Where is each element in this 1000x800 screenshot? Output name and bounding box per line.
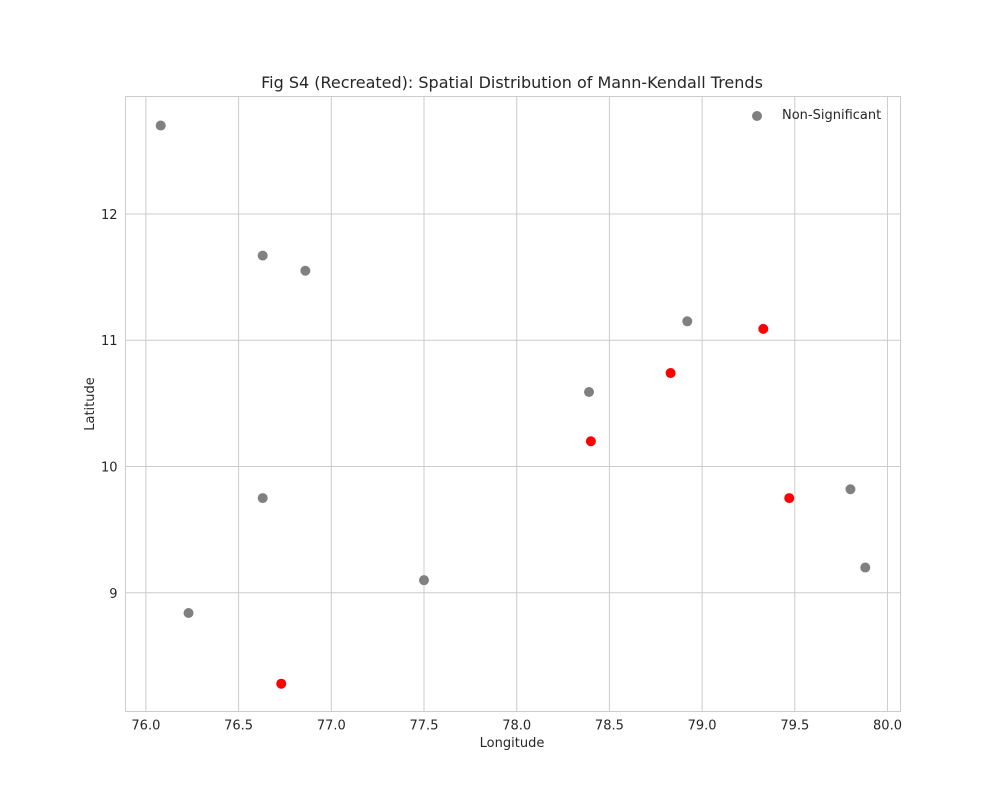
data-point-non-significant	[845, 484, 856, 495]
legend-label: Non-Significant	[782, 108, 881, 123]
x-tick-label: 79.5	[780, 719, 809, 734]
data-points	[155, 120, 871, 689]
x-tick-label: 76.0	[131, 719, 160, 734]
chart-title: Fig S4 (Recreated): Spatial Distribution…	[261, 73, 763, 92]
data-point-non-significant	[300, 265, 311, 276]
data-point-significant	[585, 436, 596, 447]
data-point-non-significant	[860, 562, 871, 573]
legend-marker	[752, 111, 762, 121]
grid-lines	[125, 96, 901, 712]
data-point-non-significant	[183, 607, 194, 618]
x-tick-label: 77.5	[410, 719, 439, 734]
x-tick-label: 78.0	[502, 719, 531, 734]
data-point-non-significant	[419, 575, 430, 586]
data-point-non-significant	[584, 387, 595, 398]
x-tick-label: 77.0	[317, 719, 346, 734]
x-tick-label: 76.5	[224, 719, 253, 734]
y-tick-label: 11	[101, 334, 118, 349]
data-point-significant	[784, 493, 795, 504]
x-axis-ticks: 76.0 76.5 77.0 77.5 78.0 78.5 79.0 79.5 80.0	[131, 719, 902, 734]
x-tick-label: 78.5	[595, 719, 624, 734]
data-point-significant	[276, 678, 287, 689]
data-point-non-significant	[155, 120, 166, 131]
x-axis-label: Longitude	[480, 736, 545, 751]
x-tick-label: 80.0	[873, 719, 902, 734]
y-axis-ticks: 9 10 11 12	[101, 208, 118, 602]
data-point-significant	[665, 368, 676, 379]
data-point-non-significant	[257, 250, 268, 261]
x-tick-label: 79.0	[688, 719, 717, 734]
data-point-non-significant	[257, 493, 268, 504]
y-tick-label: 12	[101, 208, 118, 223]
y-axis-label: Latitude	[83, 377, 98, 431]
legend: Non-Significant	[752, 108, 881, 123]
data-point-significant	[758, 323, 769, 334]
plot-frame	[125, 96, 901, 712]
y-tick-label: 10	[101, 461, 118, 476]
y-tick-label: 9	[109, 587, 117, 602]
data-point-non-significant	[682, 316, 693, 327]
